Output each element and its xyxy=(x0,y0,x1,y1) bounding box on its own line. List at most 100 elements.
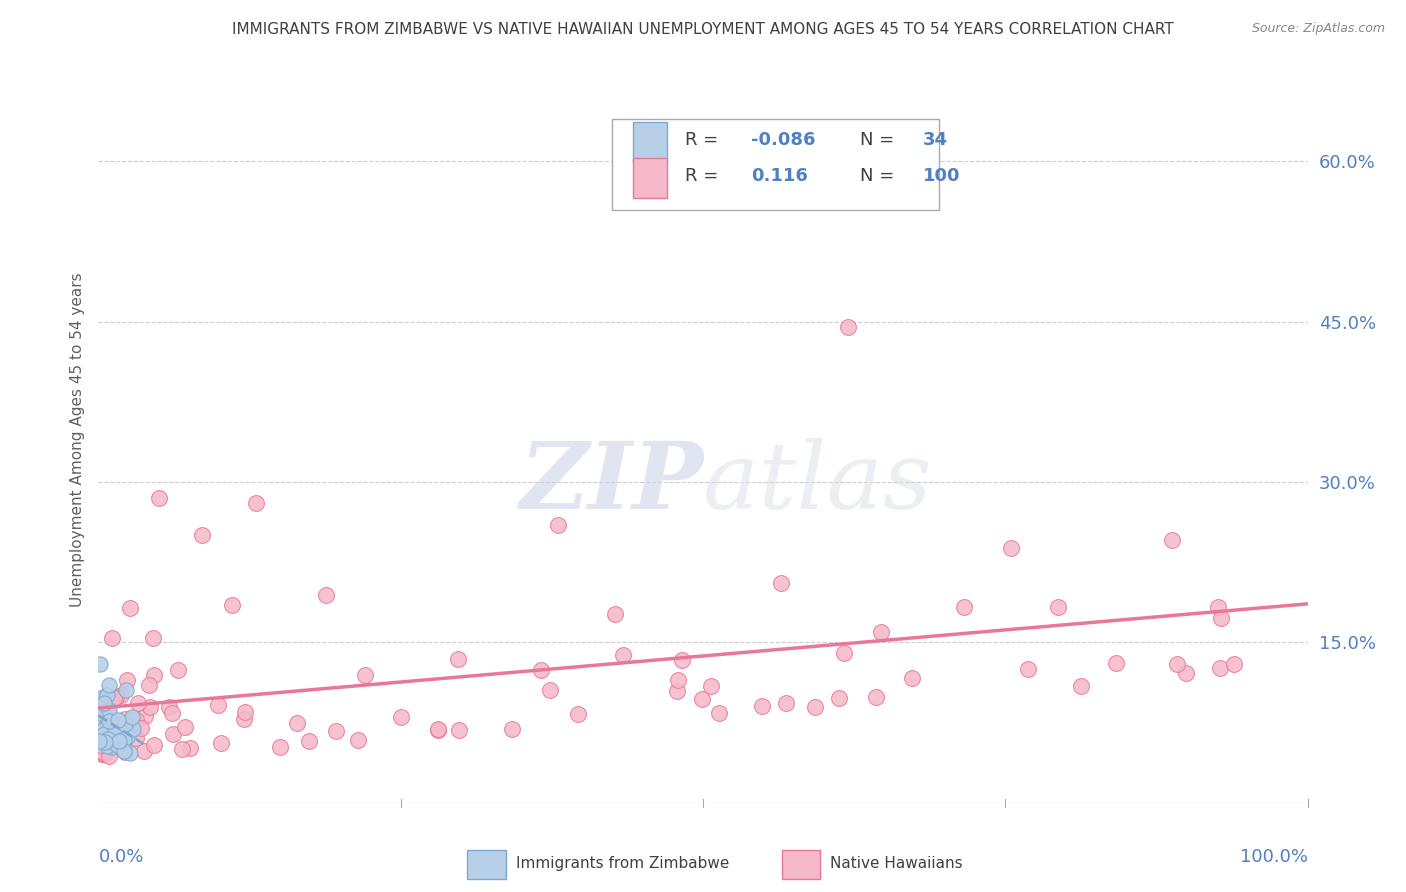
Point xyxy=(110,688,132,702)
Point xyxy=(447,652,470,666)
Text: Immigrants from Zimbabwe: Immigrants from Zimbabwe xyxy=(516,855,728,871)
Point xyxy=(90,738,112,752)
Point xyxy=(167,664,190,678)
Point xyxy=(170,741,193,756)
Point xyxy=(1105,657,1128,671)
Point xyxy=(96,688,118,702)
Point xyxy=(104,732,127,747)
Point xyxy=(692,692,714,706)
Point xyxy=(96,716,118,731)
Point xyxy=(1211,611,1233,625)
Point xyxy=(89,702,111,716)
Point xyxy=(666,673,689,687)
Point xyxy=(162,706,184,720)
Text: IMMIGRANTS FROM ZIMBABWE VS NATIVE HAWAIIAN UNEMPLOYMENT AMONG AGES 45 TO 54 YEA: IMMIGRANTS FROM ZIMBABWE VS NATIVE HAWAI… xyxy=(232,22,1174,37)
Point xyxy=(118,746,141,760)
Point xyxy=(93,747,115,762)
Point xyxy=(354,667,377,681)
Point xyxy=(538,682,561,697)
Point xyxy=(173,720,195,734)
Point xyxy=(325,724,347,739)
Point xyxy=(124,716,146,731)
Point xyxy=(612,648,634,662)
Point xyxy=(97,749,120,764)
Point xyxy=(90,693,112,707)
Point xyxy=(1166,657,1188,671)
Point xyxy=(157,699,180,714)
Point xyxy=(91,705,114,719)
Point xyxy=(91,690,114,705)
Point xyxy=(98,742,121,756)
Point xyxy=(142,632,165,646)
Text: Native Hawaiians: Native Hawaiians xyxy=(830,855,963,871)
Point xyxy=(751,699,773,714)
FancyBboxPatch shape xyxy=(613,120,939,211)
Point xyxy=(287,716,309,731)
Point xyxy=(235,705,257,719)
Point xyxy=(501,723,523,737)
Point xyxy=(530,663,553,677)
Point xyxy=(865,690,887,705)
FancyBboxPatch shape xyxy=(633,158,666,198)
Point xyxy=(91,745,114,759)
Point xyxy=(121,710,143,724)
Point xyxy=(901,671,924,685)
Point xyxy=(104,690,127,705)
Point xyxy=(125,731,148,745)
Text: 100.0%: 100.0% xyxy=(1240,847,1308,866)
Point xyxy=(1070,679,1092,693)
Point xyxy=(96,739,118,753)
Point xyxy=(207,698,229,712)
Point xyxy=(89,657,111,671)
Point xyxy=(122,722,145,736)
Point xyxy=(112,732,135,747)
Point xyxy=(1000,541,1022,555)
Point xyxy=(603,607,626,622)
Point xyxy=(98,738,121,752)
Point xyxy=(547,517,569,532)
Point xyxy=(148,491,170,505)
Text: 100: 100 xyxy=(924,167,960,186)
Point xyxy=(775,696,797,710)
Point xyxy=(426,722,449,736)
Text: ZIP: ZIP xyxy=(519,438,703,528)
Point xyxy=(953,599,976,614)
Point xyxy=(143,668,166,682)
Text: N =: N = xyxy=(860,131,900,149)
Text: 0.116: 0.116 xyxy=(751,167,808,186)
Point xyxy=(115,683,138,698)
Y-axis label: Unemployment Among Ages 45 to 54 years: Unemployment Among Ages 45 to 54 years xyxy=(69,272,84,607)
Text: 0.0%: 0.0% xyxy=(98,847,143,866)
Point xyxy=(90,710,112,724)
Text: N =: N = xyxy=(860,167,900,186)
Point xyxy=(832,646,855,660)
Point xyxy=(93,726,115,740)
Point xyxy=(134,709,156,723)
Point xyxy=(108,718,131,732)
Point xyxy=(90,747,112,761)
Point xyxy=(125,713,148,727)
Point xyxy=(162,727,184,741)
Point xyxy=(97,732,120,747)
Point xyxy=(96,704,118,718)
Point xyxy=(869,625,891,640)
Point xyxy=(112,744,135,758)
Point xyxy=(103,690,125,705)
Text: R =: R = xyxy=(685,167,724,186)
Point xyxy=(209,737,232,751)
Point xyxy=(665,683,688,698)
Point xyxy=(221,598,243,612)
Point xyxy=(114,717,136,731)
Point xyxy=(567,706,589,721)
Point xyxy=(96,728,118,742)
Point xyxy=(1223,657,1246,671)
Point xyxy=(108,734,131,748)
Point xyxy=(1047,599,1070,614)
Point xyxy=(315,588,337,602)
Point xyxy=(94,735,117,749)
Point xyxy=(191,527,214,541)
Point xyxy=(132,744,155,758)
Point xyxy=(112,731,135,746)
FancyBboxPatch shape xyxy=(633,121,666,161)
Point xyxy=(105,738,128,752)
